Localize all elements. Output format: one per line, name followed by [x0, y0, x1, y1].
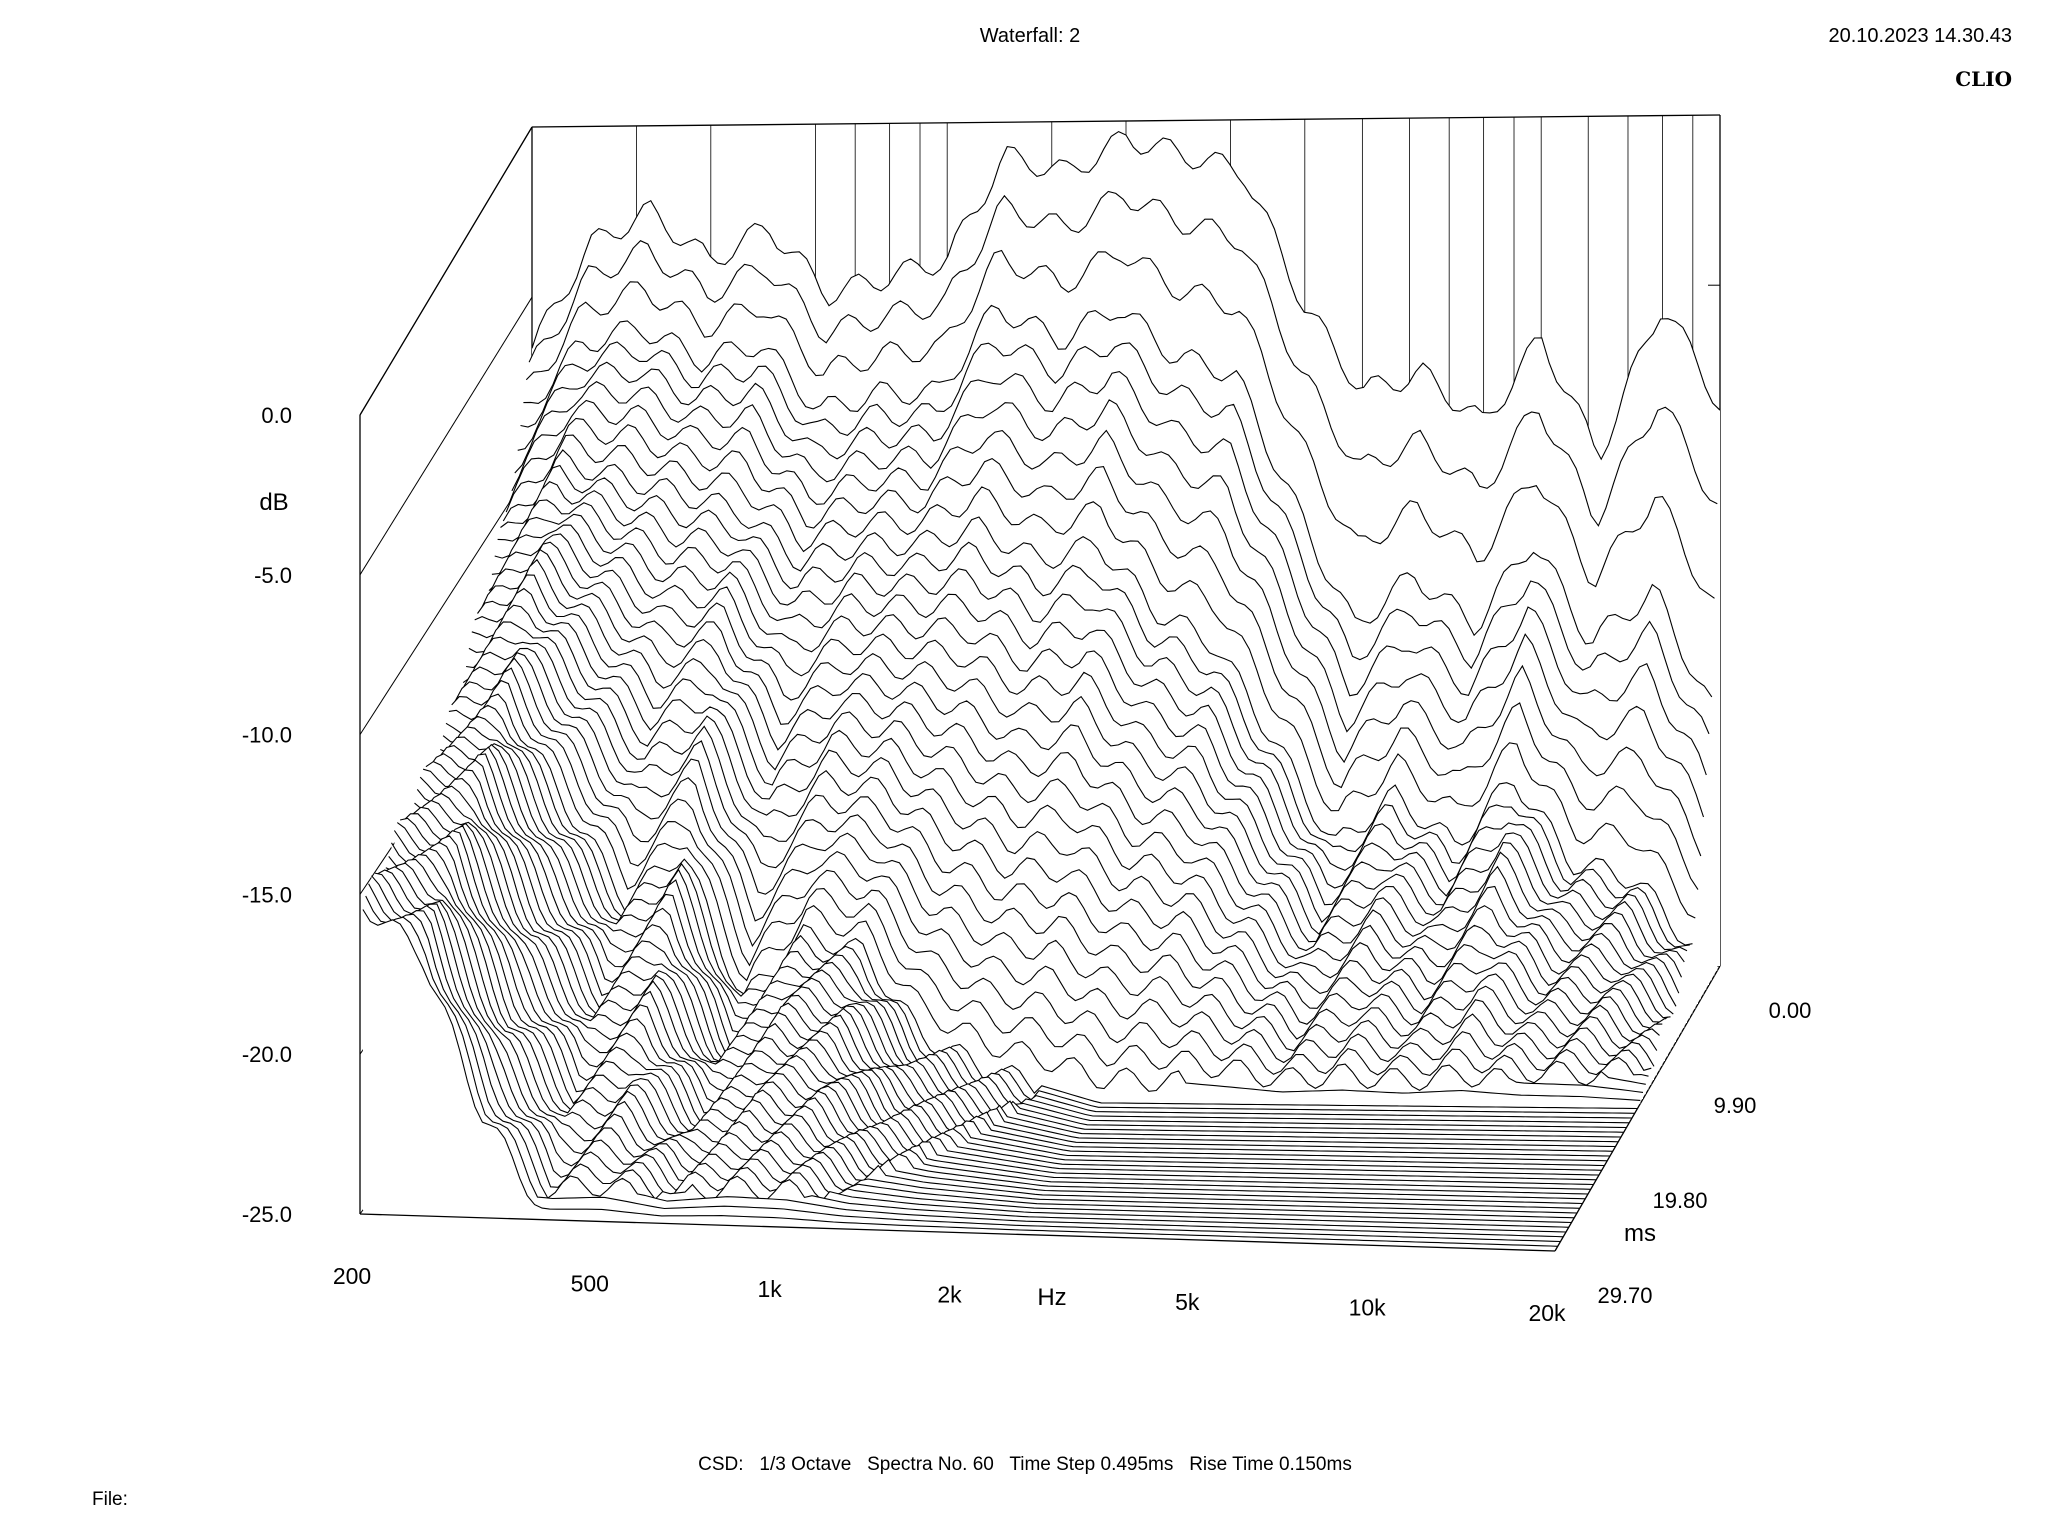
spectrum-trace	[434, 736, 1627, 1129]
spectrum-trace	[462, 636, 1655, 1067]
grid-line-db	[359, 126, 533, 416]
timestamp: 20.10.2023 14.30.43	[1828, 25, 2012, 47]
spectrum-trace	[477, 558, 1669, 1023]
spectrum-trace	[365, 895, 1561, 1243]
spectrum-trace	[523, 304, 1713, 698]
spectrum-trace	[451, 667, 1644, 1093]
spectrum-trace	[500, 464, 1690, 948]
chart-traces	[362, 130, 1721, 1247]
spectrum-trace	[508, 417, 1699, 890]
csd-settings: CSD: 1/3 Octave Spectra No. 60 Time Step…	[698, 1454, 1352, 1475]
spectrum-trace	[376, 869, 1572, 1224]
spectrum-fill	[362, 909, 1558, 1247]
spectrum-trace	[528, 190, 1718, 527]
file-label: File:	[92, 1489, 128, 1510]
y-tick-label: -10.0	[242, 723, 292, 748]
spectrum-trace	[466, 621, 1658, 1051]
z-tick-label: 9.90	[1714, 1093, 1757, 1118]
z-axis-label: ms	[1624, 1220, 1656, 1247]
spectrum-trace	[494, 499, 1685, 963]
spectrum-trace	[474, 574, 1666, 1029]
z-tick-label: 19.80	[1652, 1188, 1707, 1213]
spectrum-trace	[511, 399, 1702, 857]
spectrum-trace	[531, 130, 1721, 461]
spectrum-trace	[448, 679, 1641, 1101]
spectrum-trace	[440, 715, 1633, 1119]
spectrum-trace	[379, 866, 1575, 1219]
spectrum-trace	[388, 854, 1583, 1205]
spectrum-trace	[431, 743, 1624, 1133]
grid-line-db	[359, 467, 533, 735]
spectrum-trace	[457, 652, 1649, 1077]
spectrum-trace	[525, 249, 1715, 599]
x-tick-label: 2k	[937, 1282, 962, 1308]
spectrum-trace	[368, 883, 1564, 1238]
spectrum-trace	[497, 481, 1688, 952]
x-axis-label: Hz	[1037, 1284, 1066, 1311]
spectrum-trace	[520, 341, 1710, 735]
x-tick-label: 500	[571, 1270, 609, 1296]
spectrum-trace	[479, 548, 1671, 1019]
spectrum-trace	[382, 862, 1578, 1214]
spectrum-trace	[362, 909, 1558, 1247]
chart-title: Waterfall: 2	[980, 25, 1080, 47]
chart-tick-labels: 0.0 -5.0 -10.0 -15.0 -20.0 -25.0 200 500 1k 2k 5k 1…	[242, 403, 1812, 1326]
grid-line-db	[359, 296, 533, 576]
spectrum-trace	[396, 822, 1591, 1190]
spectrum-trace	[471, 587, 1663, 1036]
z-tick-label: 0.00	[1769, 998, 1812, 1023]
y-tick-label: -5.0	[254, 563, 292, 588]
spectrum-trace	[411, 792, 1605, 1167]
spectrum-trace	[468, 604, 1660, 1042]
spectrum-trace	[422, 759, 1616, 1148]
x-tick-label: 5k	[1175, 1289, 1200, 1315]
x-tick-label: 200	[333, 1263, 371, 1289]
y-tick-label: -25.0	[242, 1202, 292, 1227]
spectrum-trace	[371, 875, 1567, 1233]
spectrum-trace	[502, 449, 1693, 946]
spectrum-trace	[517, 361, 1707, 776]
y-axis-label: dB	[259, 489, 288, 516]
y-tick-label: -15.0	[242, 882, 292, 907]
spectrum-trace	[459, 647, 1652, 1071]
spectrum-trace	[385, 858, 1580, 1209]
spectrum-trace	[402, 813, 1597, 1181]
y-tick-label: 0.0	[261, 403, 292, 428]
spectrum-trace	[482, 541, 1674, 1015]
spectrum-trace	[416, 778, 1611, 1157]
spectrum-trace	[442, 704, 1635, 1114]
floor-front-edge	[359, 1213, 1556, 1252]
spectrum-trace	[391, 842, 1586, 1200]
x-tick-label: 20k	[1528, 1300, 1566, 1326]
clio-logo: CLIO	[1955, 67, 2012, 91]
spectrum-trace	[393, 830, 1589, 1195]
spectrum-trace	[454, 657, 1646, 1086]
spectrum-trace	[514, 381, 1705, 818]
x-tick-label: 1k	[757, 1276, 782, 1302]
z-tick-label: 29.70	[1597, 1283, 1652, 1308]
spectrum-trace	[437, 726, 1630, 1124]
spectrum-trace	[445, 693, 1638, 1110]
spectrum-trace	[491, 513, 1682, 978]
y-tick-label: -20.0	[242, 1042, 292, 1067]
spectrum-fill	[437, 727, 1630, 1123]
spectrum-trace	[485, 533, 1677, 1007]
spectrum-trace	[505, 434, 1696, 919]
spectrum-trace	[488, 524, 1680, 994]
spectrum-trace	[414, 785, 1608, 1162]
x-tick-label: 10k	[1349, 1294, 1387, 1320]
spectrum-trace	[419, 769, 1613, 1152]
spectrum-trace	[408, 799, 1602, 1171]
spectrum-trace	[405, 806, 1600, 1176]
